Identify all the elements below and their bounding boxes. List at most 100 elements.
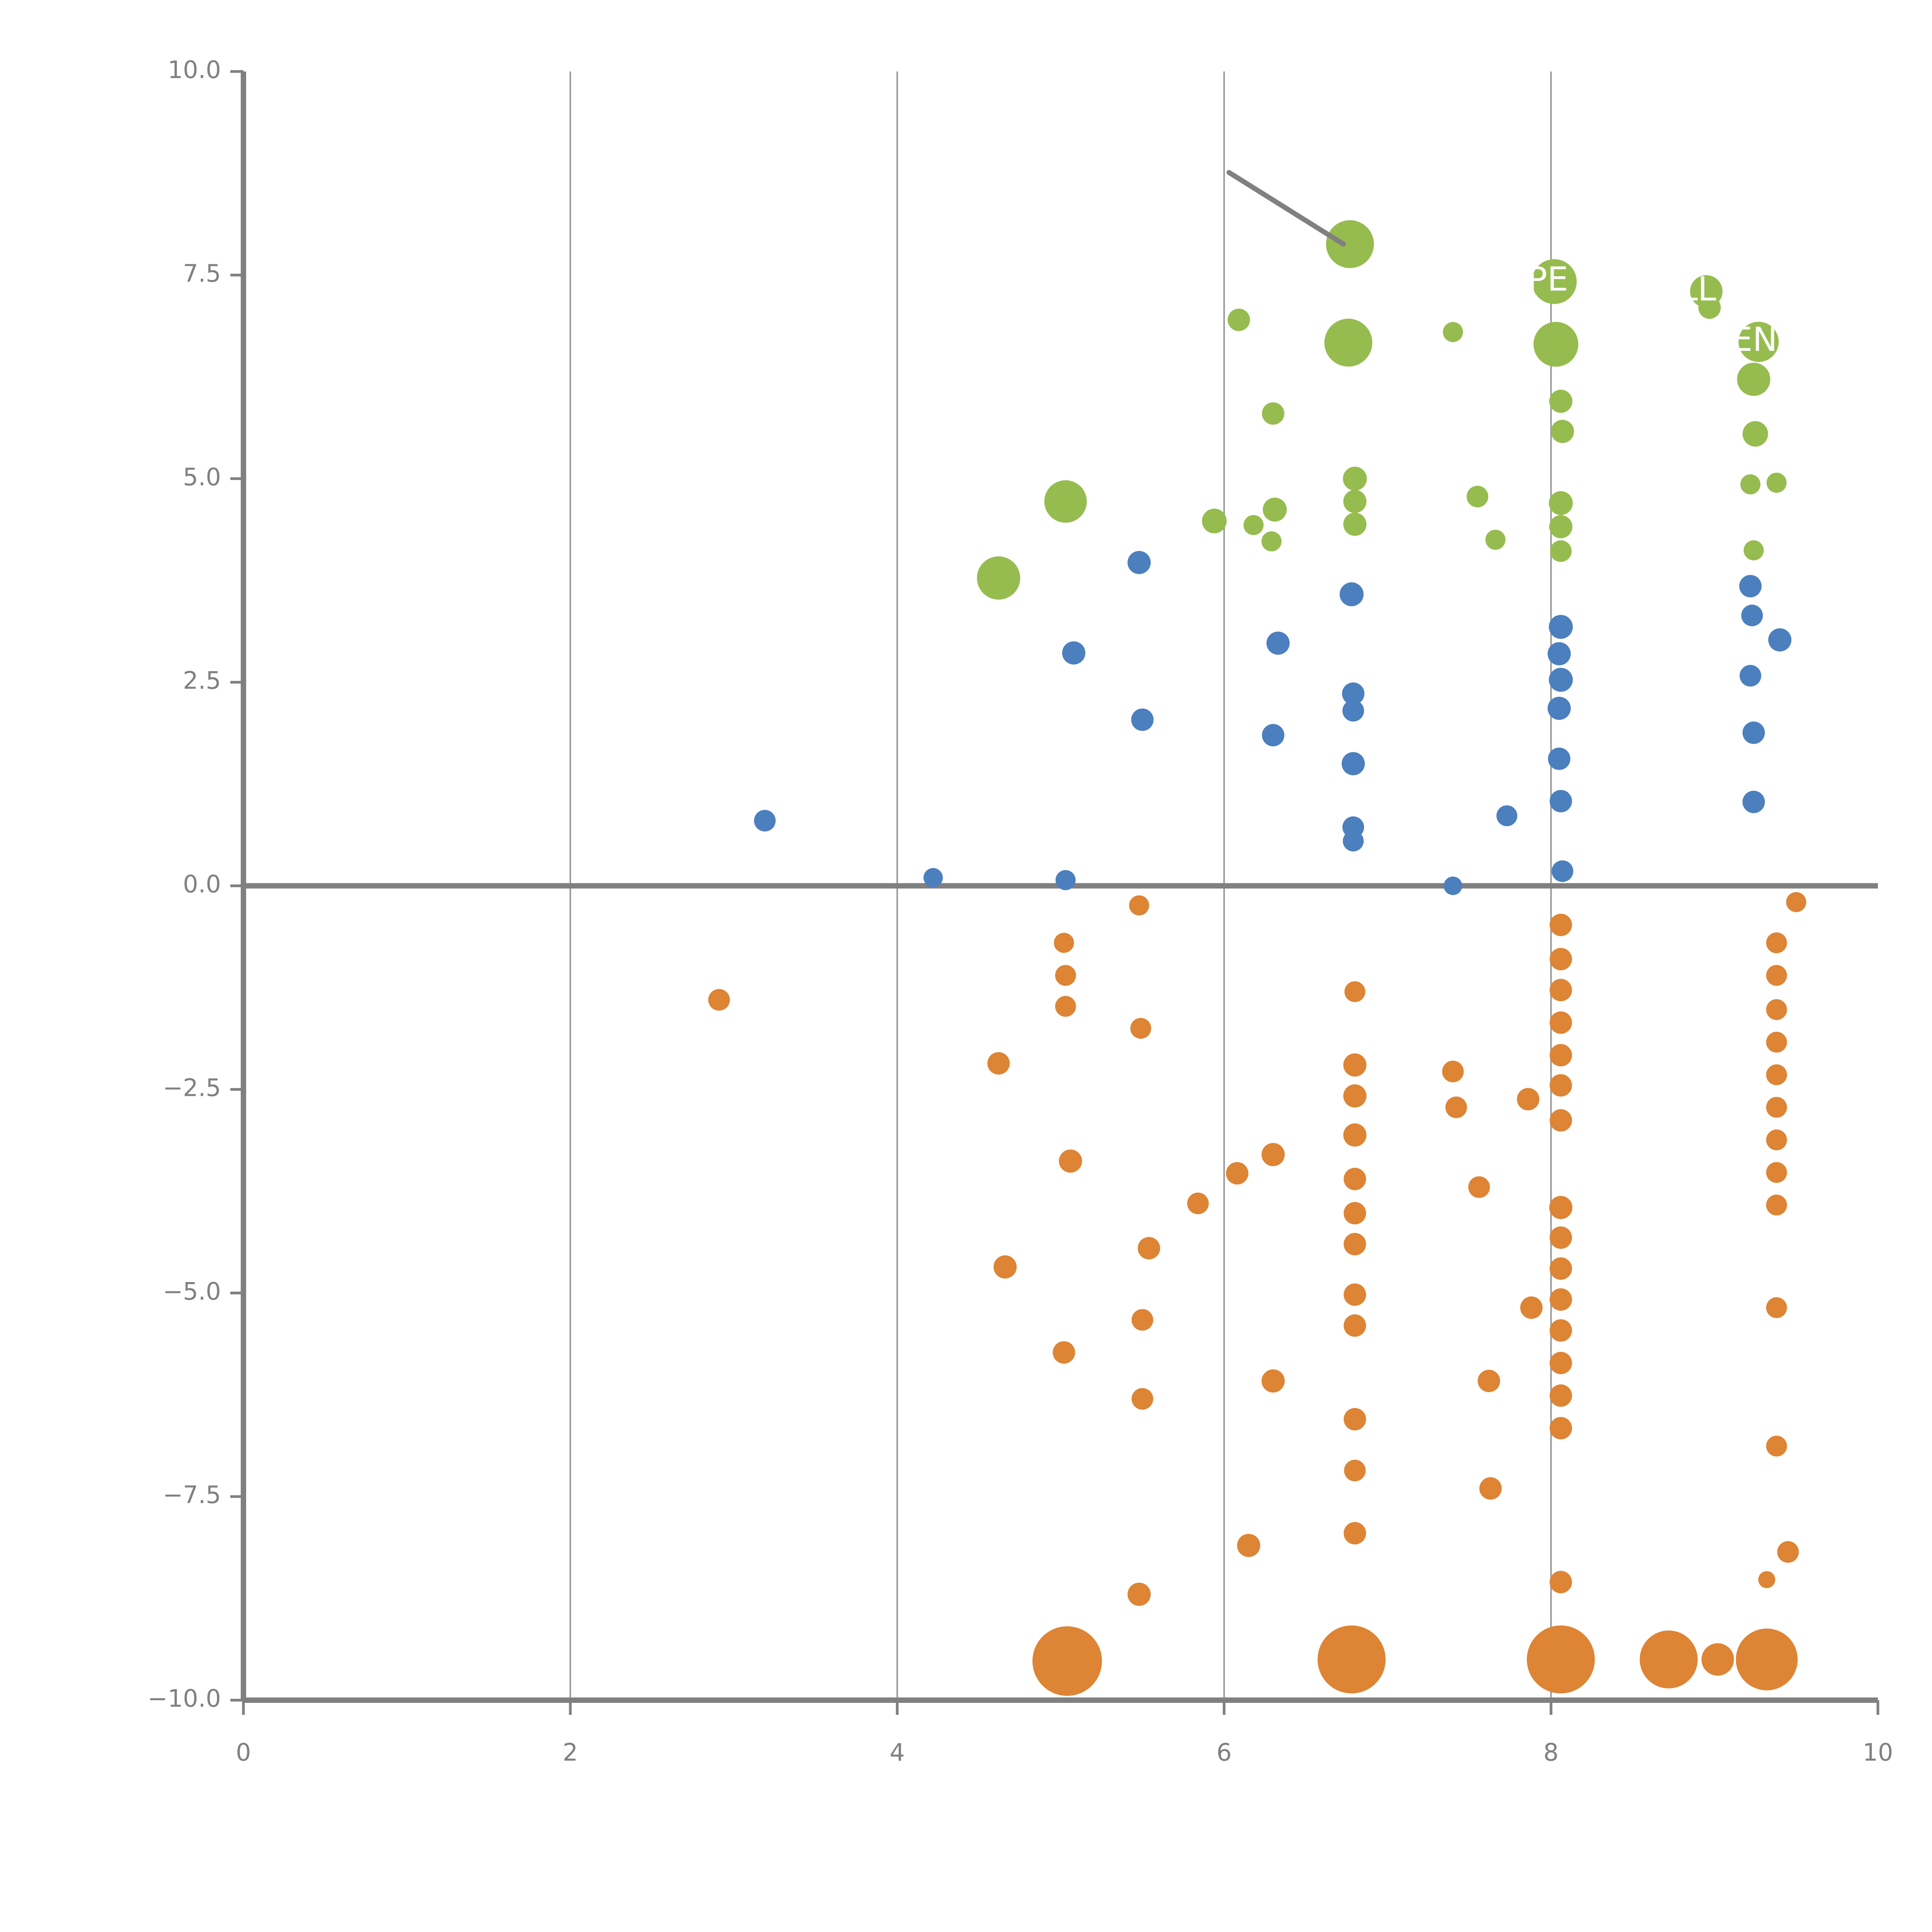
data-point-orange[interactable] [1261,1369,1285,1393]
data-point-orange[interactable] [1549,1196,1573,1219]
data-point-blue[interactable] [1339,582,1364,607]
data-point-orange[interactable] [1549,1226,1572,1249]
data-point-blue[interactable] [1742,721,1765,744]
data-point-orange[interactable] [1701,1643,1734,1676]
data-point-orange[interactable] [1766,1435,1787,1457]
data-point-green[interactable] [1738,321,1779,362]
data-point-green[interactable] [1243,515,1264,535]
data-point-orange[interactable] [1766,1097,1787,1118]
data-point-orange[interactable] [1343,1053,1367,1077]
data-point-orange[interactable] [1549,1288,1572,1311]
data-point-blue[interactable] [1342,700,1364,722]
data-point-orange[interactable] [1344,1283,1366,1306]
data-point-orange[interactable] [1131,1388,1153,1410]
data-point-orange[interactable] [1128,1583,1151,1606]
data-point-orange[interactable] [1343,1123,1367,1147]
data-point-orange[interactable] [1549,1417,1572,1440]
data-point-orange[interactable] [1445,1096,1467,1118]
data-point-blue[interactable] [1551,860,1573,882]
data-point-blue[interactable] [1549,668,1573,692]
data-point-blue[interactable] [1128,551,1151,574]
data-point-blue[interactable] [1262,724,1284,747]
data-point-orange[interactable] [1317,1625,1386,1694]
data-point-orange[interactable] [1736,1628,1798,1690]
data-point-orange[interactable] [1344,1314,1366,1337]
data-point-green[interactable] [1742,421,1768,447]
data-point-orange[interactable] [1478,1369,1500,1392]
data-point-green[interactable] [1740,474,1761,495]
data-point-orange[interactable] [1549,1011,1572,1034]
data-point-green[interactable] [1737,362,1770,396]
data-point-orange[interactable] [1766,1297,1787,1318]
data-point-green[interactable] [1532,259,1577,304]
data-point-green[interactable] [1044,480,1087,523]
data-point-orange[interactable] [1055,965,1076,986]
data-point-orange[interactable] [708,989,730,1011]
data-point-orange[interactable] [1777,1541,1799,1563]
data-point-orange[interactable] [1549,1384,1572,1407]
data-point-orange[interactable] [1187,1192,1209,1214]
data-point-orange[interactable] [1344,1459,1366,1481]
data-point-orange[interactable] [1261,1143,1285,1166]
data-point-orange[interactable] [1766,999,1787,1020]
data-point-green[interactable] [1698,296,1721,319]
data-point-blue[interactable] [1548,697,1571,720]
data-point-blue[interactable] [1768,628,1792,652]
data-point-blue[interactable] [923,868,943,888]
data-point-orange[interactable] [1639,1630,1698,1689]
data-point-green[interactable] [1549,389,1573,413]
data-point-orange[interactable] [1344,981,1366,1002]
data-point-orange[interactable] [1344,1202,1366,1225]
data-point-green[interactable] [1485,529,1506,550]
data-point-blue[interactable] [1549,615,1573,639]
data-point-green[interactable] [1551,420,1574,443]
data-point-green[interactable] [1766,473,1787,493]
data-point-orange[interactable] [1055,996,1076,1017]
data-point-orange[interactable] [1549,979,1572,1002]
data-point-orange[interactable] [1129,895,1150,916]
data-point-blue[interactable] [1741,604,1763,626]
data-point-green[interactable] [1549,491,1573,515]
data-point-orange[interactable] [1344,1408,1366,1430]
data-point-blue[interactable] [1740,665,1762,687]
data-point-orange[interactable] [993,1255,1017,1279]
data-point-blue[interactable] [754,810,776,832]
data-point-orange[interactable] [1766,1129,1787,1151]
data-point-orange[interactable] [1549,948,1572,971]
data-point-orange[interactable] [1059,1149,1082,1173]
data-point-orange[interactable] [1766,1194,1787,1216]
data-point-orange[interactable] [1766,1162,1787,1183]
data-point-blue[interactable] [1055,870,1076,890]
data-point-orange[interactable] [1032,1626,1102,1696]
data-point-green[interactable] [1263,497,1287,522]
data-point-green[interactable] [1343,512,1367,536]
data-point-orange[interactable] [1758,1571,1776,1588]
data-point-green[interactable] [1466,486,1488,508]
data-point-blue[interactable] [1342,752,1365,776]
data-point-orange[interactable] [1766,932,1787,954]
data-point-orange[interactable] [1237,1534,1260,1557]
data-point-orange[interactable] [1549,1044,1572,1066]
data-point-orange[interactable] [1549,913,1572,936]
data-point-green[interactable] [1228,308,1250,331]
data-point-green[interactable] [1324,318,1372,367]
data-point-blue[interactable] [1062,641,1085,665]
data-point-green[interactable] [1261,531,1282,552]
data-point-green[interactable] [1262,402,1284,425]
data-point-orange[interactable] [1766,1064,1787,1085]
data-point-green[interactable] [1326,220,1374,268]
data-point-orange[interactable] [1517,1088,1539,1111]
data-point-green[interactable] [1343,466,1367,491]
data-point-orange[interactable] [1442,1061,1464,1083]
data-point-orange[interactable] [1549,1074,1572,1097]
data-point-orange[interactable] [1766,1032,1787,1053]
data-point-orange[interactable] [1549,1352,1572,1374]
data-point-orange[interactable] [1344,1168,1366,1190]
data-point-green[interactable] [1550,540,1572,562]
data-point-orange[interactable] [1468,1176,1490,1198]
data-point-blue[interactable] [1742,791,1765,813]
data-point-green[interactable] [1533,322,1578,367]
data-point-orange[interactable] [1549,1319,1572,1342]
data-point-blue[interactable] [1131,708,1154,731]
data-point-green[interactable] [1343,490,1367,513]
